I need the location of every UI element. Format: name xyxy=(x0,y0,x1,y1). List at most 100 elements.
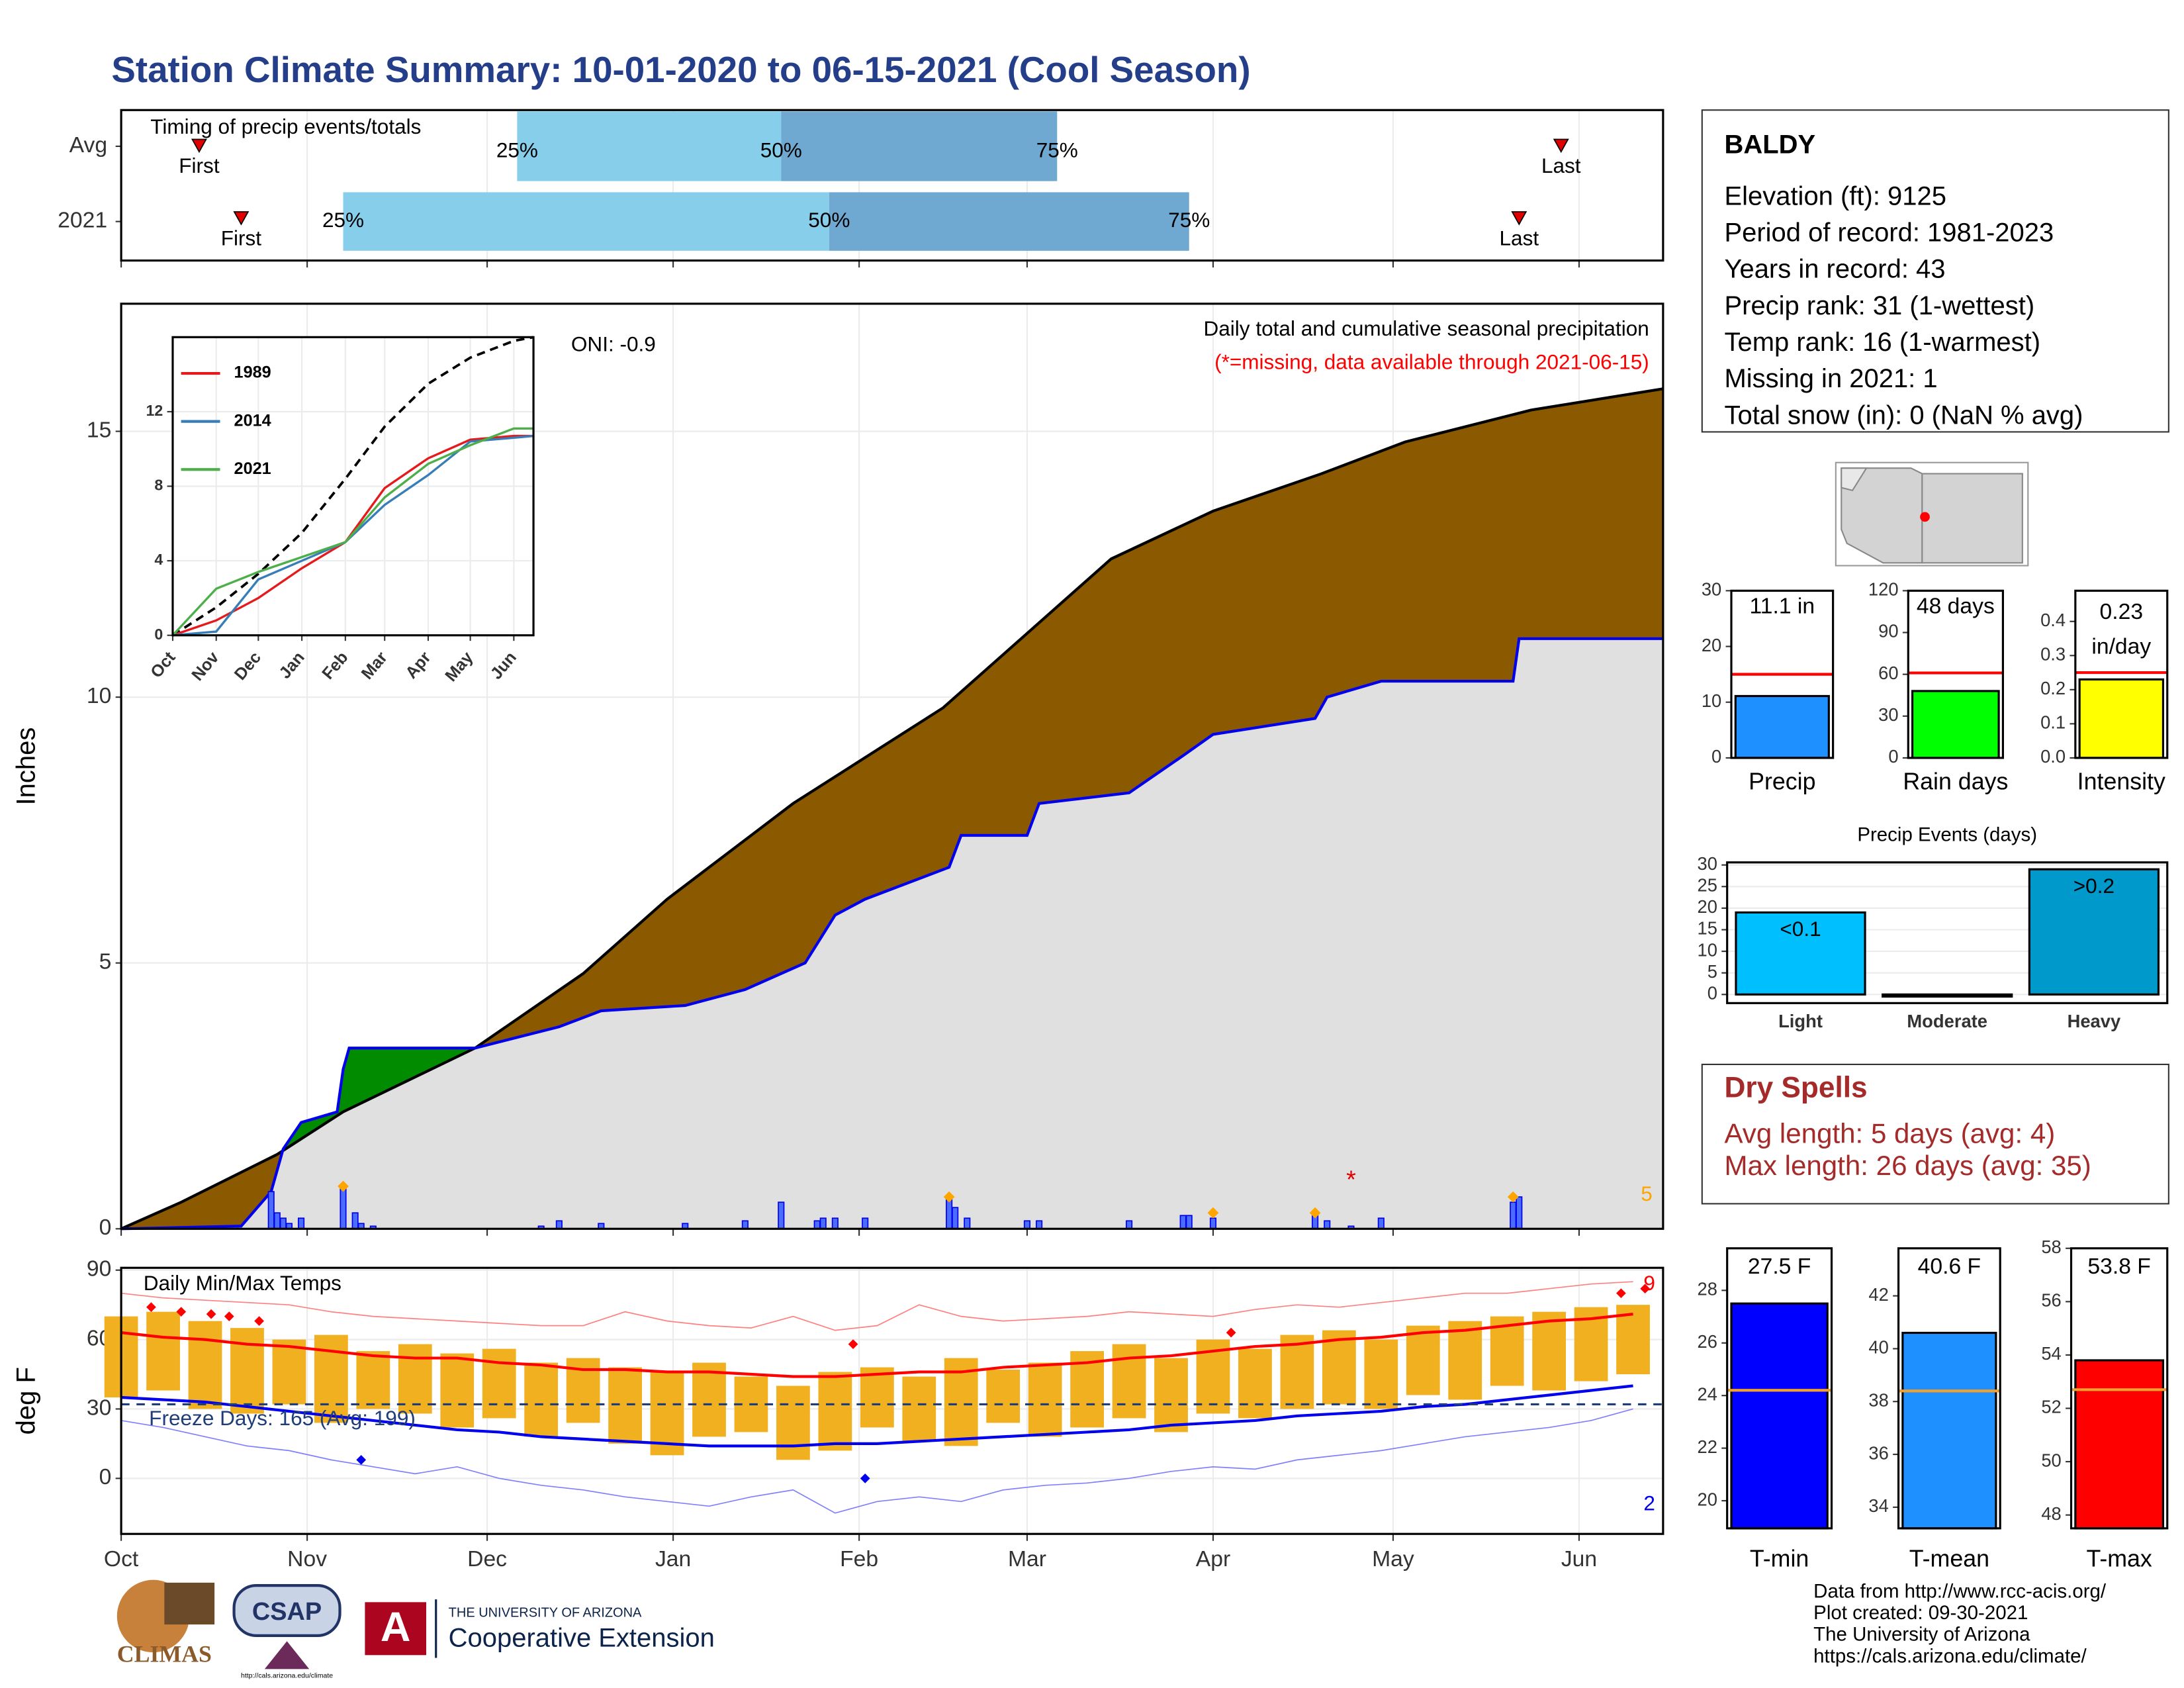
y-tick-label: 60 xyxy=(1878,663,1898,683)
dry-spells-box xyxy=(1701,1063,2169,1205)
logo-csap-url: http://cals.arizona.edu/climate xyxy=(241,1672,333,1680)
category-label: Rain days xyxy=(1903,768,2008,794)
temp-bar xyxy=(1448,1321,1482,1400)
temp-bar xyxy=(146,1311,180,1391)
y-tick-label: 42 xyxy=(1868,1284,1888,1305)
y-tick-label: 54 xyxy=(2041,1343,2061,1364)
x-tick-label: Oct xyxy=(104,1547,139,1571)
timing-label: Last xyxy=(1499,226,1539,250)
locator-map xyxy=(1835,461,2029,567)
daily-bar xyxy=(340,1186,347,1230)
x-tick-label: Light xyxy=(1778,1011,1823,1031)
y-axis-label: deg F xyxy=(12,1367,41,1434)
category-label: Intensity xyxy=(2077,768,2165,794)
temp-bar xyxy=(1028,1362,1062,1437)
dry-spells-title: Dry Spells xyxy=(1724,1072,1867,1104)
y-tick-label: 0 xyxy=(154,626,163,643)
y-tick-label: 0 xyxy=(1711,746,1721,767)
x-tick-label: Mar xyxy=(1008,1547,1046,1571)
temp-bar xyxy=(1238,1348,1272,1419)
logo-ua-a: A xyxy=(381,1604,411,1650)
footer-line: https://cals.arizona.edu/climate/ xyxy=(1813,1645,2087,1667)
y-tick-label: 90 xyxy=(1878,621,1898,641)
daily-bar xyxy=(273,1212,281,1230)
temp-bar xyxy=(230,1328,264,1414)
value-label: 40.6 F xyxy=(1918,1254,1981,1279)
y-tick-label: 38 xyxy=(1868,1389,1888,1410)
quartile-label: 50% xyxy=(760,138,802,162)
panel-title: Precip Events (days) xyxy=(1857,824,2037,846)
avg-max-line xyxy=(120,1313,1633,1378)
temp-bar xyxy=(188,1321,222,1409)
series-line xyxy=(171,427,534,636)
value-label: 27.5 F xyxy=(1748,1254,1811,1279)
station-line: Missing in 2021: 1 xyxy=(1724,364,1937,393)
oni-annotation: ONI: -0.9 xyxy=(571,332,656,355)
plot-frame xyxy=(2070,1247,2169,1530)
freeze-annotation: Freeze Days: 165 (Avg: 199) xyxy=(149,1406,416,1430)
base-area xyxy=(121,638,1663,1229)
y-tick-label: 28 xyxy=(1698,1279,1717,1299)
temp-bar xyxy=(776,1385,810,1460)
y-tick-label: 0 xyxy=(1707,983,1717,1004)
x-tick-label: Nov xyxy=(287,1547,327,1571)
y-tick-label: 10 xyxy=(1702,690,1721,711)
temp-bar xyxy=(902,1376,936,1442)
quartile-bar xyxy=(517,111,782,181)
footer-line: Plot created: 09-30-2021 xyxy=(1813,1602,2028,1624)
logo-climas: CLIMAS xyxy=(117,1641,212,1667)
y-tick-label: 15 xyxy=(87,418,111,442)
timing-label: First xyxy=(221,226,262,250)
y-tick-label: 20 xyxy=(1702,635,1721,655)
plot-frame xyxy=(1726,861,2169,1004)
y-tick-label: 0.1 xyxy=(2040,712,2066,733)
y-tick-label: 0.4 xyxy=(2040,610,2066,630)
daily-bar xyxy=(555,1220,563,1230)
daily-bar xyxy=(964,1217,971,1230)
bar xyxy=(1882,993,2013,998)
y-tick-label: 30 xyxy=(1878,704,1898,725)
y-tick-label: 22 xyxy=(1698,1436,1717,1457)
temp-bar xyxy=(650,1372,684,1456)
y-tick-label: 10 xyxy=(87,684,111,708)
legend-label: 2014 xyxy=(234,411,271,430)
y-tick-label: 20 xyxy=(1698,1489,1717,1509)
y-tick-label: 4 xyxy=(154,551,163,568)
bar-label: <0.1 xyxy=(1780,917,1821,941)
daily-bar xyxy=(946,1199,953,1230)
y-tick-label: 20 xyxy=(1698,896,1717,917)
x-tick-label: May xyxy=(1372,1547,1414,1571)
timing-label: Last xyxy=(1541,154,1581,177)
category-label: T-max xyxy=(2086,1546,2152,1572)
daily-bar xyxy=(1185,1215,1193,1230)
summary-bar xyxy=(1911,690,2000,759)
record-marker xyxy=(206,1309,216,1319)
daily-bar xyxy=(778,1201,785,1230)
daily-bar xyxy=(813,1220,821,1230)
record-marker xyxy=(224,1311,234,1322)
record-marker xyxy=(1640,1284,1651,1294)
current-line xyxy=(121,637,1663,1231)
y-tick-label: 12 xyxy=(146,402,163,419)
quartile-bar xyxy=(343,192,829,251)
station-name: BALDY xyxy=(1724,130,1815,160)
legend-label: 1989 xyxy=(234,363,271,382)
daily-bar xyxy=(1209,1217,1217,1230)
plot-frame xyxy=(1726,1247,1833,1530)
timing-marker xyxy=(233,211,250,226)
value-label: 11.1 in xyxy=(1750,594,1815,619)
record-marker xyxy=(254,1316,264,1327)
temp-bar xyxy=(1322,1330,1356,1405)
temp-bar xyxy=(692,1362,726,1437)
daily-bar xyxy=(1510,1201,1517,1230)
temp-bar xyxy=(1280,1335,1314,1409)
quartile-bar xyxy=(781,111,1058,181)
y-tick-label: 58 xyxy=(2041,1237,2061,1257)
average-line xyxy=(120,387,1664,1231)
unit-label: in/day xyxy=(2091,635,2151,659)
y-tick-label: 15 xyxy=(1698,918,1717,939)
y-tick-label: 5 xyxy=(99,950,112,974)
category-label: T-mean xyxy=(1909,1546,1989,1572)
y-tick-label: 34 xyxy=(1868,1495,1888,1516)
